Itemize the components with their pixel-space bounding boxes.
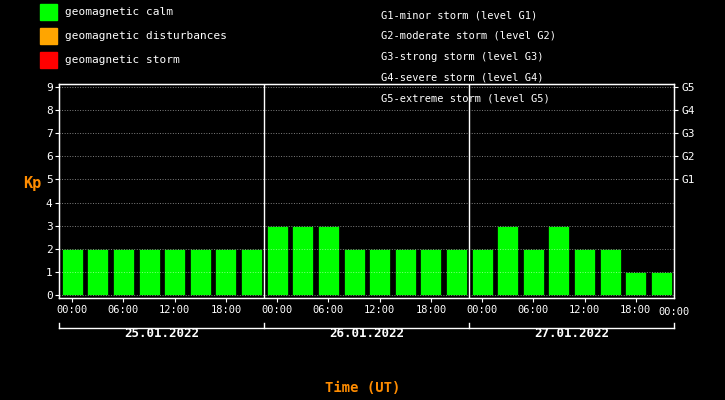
Text: G1-minor storm (level G1): G1-minor storm (level G1) (381, 10, 537, 20)
Y-axis label: Kp: Kp (22, 176, 41, 191)
Bar (292, 226, 313, 294)
Bar (446, 248, 467, 294)
Bar (626, 272, 646, 294)
Bar (395, 248, 415, 294)
Bar (420, 248, 442, 294)
Text: geomagnetic storm: geomagnetic storm (65, 55, 179, 65)
Bar (523, 248, 544, 294)
Text: Time (UT): Time (UT) (325, 381, 400, 395)
Bar (267, 226, 288, 294)
Text: G4-severe storm (level G4): G4-severe storm (level G4) (381, 72, 543, 82)
Text: G5-extreme storm (level G5): G5-extreme storm (level G5) (381, 93, 550, 103)
Bar (88, 248, 108, 294)
Text: 27.01.2022: 27.01.2022 (534, 327, 609, 340)
Text: 26.01.2022: 26.01.2022 (329, 327, 405, 340)
Bar (190, 248, 211, 294)
Bar (549, 226, 569, 294)
Bar (113, 248, 134, 294)
Bar (651, 272, 672, 294)
Text: 25.01.2022: 25.01.2022 (125, 327, 199, 340)
Text: geomagnetic calm: geomagnetic calm (65, 7, 173, 17)
Bar (472, 248, 492, 294)
Bar (369, 248, 390, 294)
Bar (62, 248, 83, 294)
Bar (215, 248, 236, 294)
Bar (574, 248, 595, 294)
Text: geomagnetic disturbances: geomagnetic disturbances (65, 31, 226, 41)
Bar (318, 226, 339, 294)
Bar (344, 248, 365, 294)
Text: 00:00: 00:00 (658, 307, 690, 317)
Bar (165, 248, 185, 294)
Bar (138, 248, 160, 294)
Bar (497, 226, 518, 294)
Bar (600, 248, 621, 294)
Bar (241, 248, 262, 294)
Text: G3-strong storm (level G3): G3-strong storm (level G3) (381, 52, 543, 62)
Text: G2-moderate storm (level G2): G2-moderate storm (level G2) (381, 31, 555, 41)
